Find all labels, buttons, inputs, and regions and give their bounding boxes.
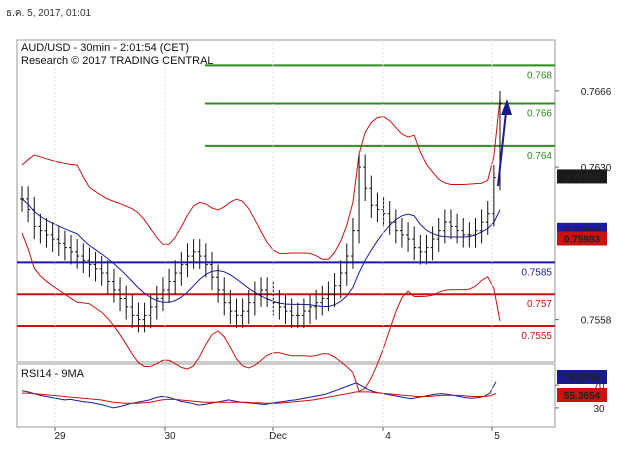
rsi-ma-line — [22, 391, 497, 404]
rsi-tick-label-1: 30 — [593, 404, 605, 415]
level-label-3: 0.7585 — [521, 267, 552, 278]
rsi-value-label: 76.0744 — [564, 373, 601, 384]
chart-datetime: ธ.ค. 5, 2017, 01:01 — [6, 8, 92, 19]
band-price-label: 0.75983 — [564, 234, 601, 245]
bollinger-lower — [21, 232, 501, 393]
y-tick-label-0: 0.7666 — [581, 87, 612, 98]
rsi-panel — [16, 363, 556, 428]
bollinger-upper — [21, 98, 501, 260]
band-price-label-box — [557, 231, 607, 246]
chart-title: AUD/USD - 30min - 2:01:54 (CET) — [21, 42, 189, 54]
chart-subtitle: Research © 2017 TRADING CENTRAL — [21, 55, 214, 67]
x-tick-label-1: 30 — [164, 431, 176, 442]
x-tick-label-0: 29 — [54, 431, 66, 442]
level-label-0: 0.768 — [527, 70, 552, 81]
y-tick-label-2: 0.7558 — [581, 316, 612, 327]
price-bars — [20, 90, 502, 333]
rsi-line — [21, 381, 497, 409]
x-tick-label-2: Dec — [269, 431, 287, 442]
rsi-tick-label-0: 70 — [593, 381, 605, 392]
x-tick-label-4: 5 — [494, 431, 500, 442]
last-price-label: 0.76256 — [564, 172, 601, 183]
rsi-value-label-box — [557, 370, 607, 384]
x-axis: 29 30 Dec 4 5 — [54, 40, 500, 442]
level-label-4: 0.757 — [527, 299, 552, 310]
last-price-label-box — [557, 169, 607, 184]
level-label-2: 0.764 — [527, 151, 552, 162]
level-label-1: 0.766 — [527, 109, 552, 120]
forecast-arrow — [497, 99, 512, 187]
level-label-5: 0.7555 — [521, 331, 552, 342]
ma-price-label: 0.75994 — [564, 226, 601, 237]
y-tick-label-1: 0.7630 — [581, 163, 612, 174]
x-tick-label-3: 4 — [385, 431, 391, 442]
rsi-layer: 70 30 76.0744 55.3654 — [21, 370, 607, 415]
rsi-ma-value-label: 55.3654 — [564, 391, 601, 402]
rsi-ma-value-label-box — [557, 388, 607, 402]
rsi-title: RSI14 - 9MA — [21, 368, 85, 380]
